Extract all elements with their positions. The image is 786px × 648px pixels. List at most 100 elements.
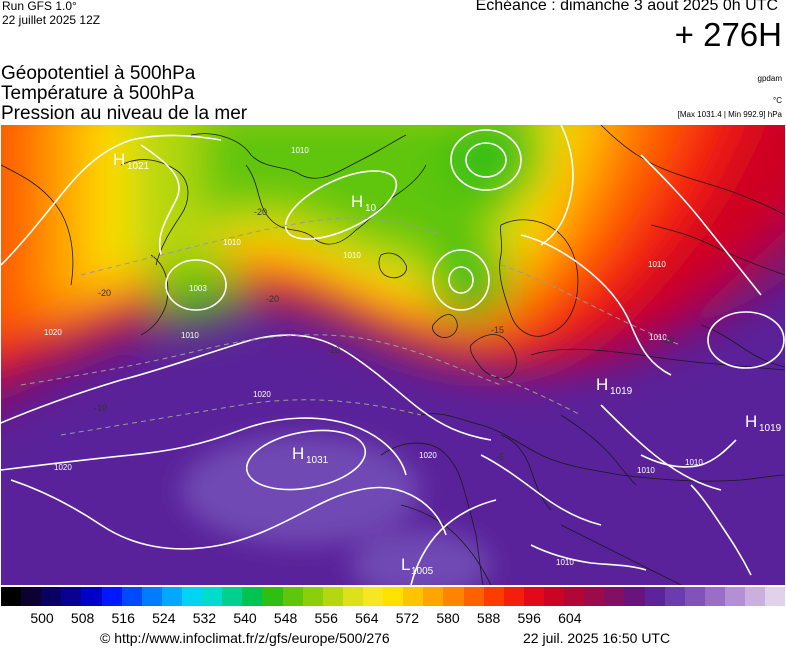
scale-swatch — [604, 587, 625, 606]
scale-swatch — [302, 587, 323, 606]
svg-text:1019: 1019 — [610, 386, 633, 397]
scale-swatch — [282, 587, 303, 606]
scale-swatch — [403, 587, 424, 606]
isobar-label: 1010 — [343, 251, 361, 260]
isobar-label: 1010 — [556, 558, 574, 567]
scale-tick-label: 508 — [70, 610, 95, 626]
low-center: L 1005 — [401, 555, 434, 577]
scale-swatch — [21, 587, 42, 606]
isotherm-label: -10 — [94, 403, 107, 413]
svg-text:10: 10 — [365, 203, 377, 214]
pressure-centers: H 1021 H 1031 H 1019 H 1019 H 10 L 1005 — [113, 150, 782, 577]
isotherm-label: -15 — [491, 325, 504, 335]
isobar-label: 1010 — [181, 331, 199, 340]
isobars — [1, 125, 785, 585]
scale-swatch — [322, 587, 343, 606]
svg-text:H: H — [596, 375, 608, 394]
scale-swatch — [684, 587, 705, 606]
svg-text:H: H — [351, 192, 363, 211]
svg-text:H: H — [292, 444, 304, 463]
param-geopotential: Géopotentiel à 500hPa — [1, 63, 196, 84]
scale-swatch — [81, 587, 102, 606]
scale-tick-label: 588 — [476, 610, 501, 626]
isotherm-label: -10 — [661, 335, 674, 345]
scale-swatch — [101, 587, 122, 606]
param-temperature: Température à 500hPa — [1, 83, 195, 104]
run-label: Run GFS 1.0° — [2, 0, 77, 13]
svg-text:1031: 1031 — [306, 455, 329, 466]
isobar-label: 1010 — [291, 146, 309, 155]
isobar-label: 1020 — [44, 328, 62, 337]
scale-ticks: 500 508 516 524 532 540 548 556 564 572 580 588 596 6… — [0, 610, 786, 628]
isobar-label: 1010 — [649, 333, 667, 342]
unit-geopotential: gpdam — [757, 74, 782, 83]
scale-tick-label: 596 — [517, 610, 541, 626]
isobar-label: 1020 — [54, 463, 72, 472]
geopotential-field — [1, 125, 785, 405]
isobar-label: 1003 — [189, 284, 207, 293]
svg-text:H: H — [113, 150, 125, 169]
scale-swatch — [121, 587, 142, 606]
scale-swatch — [483, 587, 504, 606]
svg-text:H: H — [745, 412, 757, 431]
isotherm-label: -20 — [98, 288, 111, 298]
scale-swatch — [463, 587, 484, 606]
run-date: 22 juillet 2025 12Z — [2, 13, 101, 27]
scale-swatch — [41, 587, 62, 606]
isobar-label: 1010 — [223, 238, 241, 247]
high-center: H 1031 — [292, 444, 329, 466]
scale-tick-label: 604 — [558, 610, 582, 626]
scale-swatch — [161, 587, 182, 606]
isotherms — [20, 217, 682, 436]
scale-swatch — [724, 587, 746, 606]
param-pressure: Pression au niveau de la mer — [1, 103, 248, 124]
scale-tick-label: 532 — [192, 610, 217, 626]
scale-swatch — [523, 587, 544, 606]
scale-swatch — [362, 587, 384, 606]
unit-temperature: °C — [773, 96, 782, 105]
scale-swatch — [704, 587, 725, 606]
isobar-label: 1010 — [685, 458, 703, 467]
scale-swatch — [745, 587, 766, 606]
scale-tick-label: 580 — [436, 610, 460, 626]
weather-map: 1020 1020 1020 1020 1010 1010 1010 1010 … — [1, 125, 785, 585]
generation-time: 22 juil. 2025 16:50 UTC — [523, 630, 671, 646]
scale-swatch — [564, 587, 585, 606]
scale-swatch — [1, 587, 22, 606]
scale-tick-label: 556 — [314, 610, 338, 626]
svg-text:1021: 1021 — [127, 161, 150, 172]
scale-tick-label: 548 — [273, 610, 298, 626]
scale-swatch — [765, 587, 786, 606]
copyright-url: © http://www.infoclimat.fr/z/gfs/europe/… — [100, 630, 390, 646]
scale-swatch — [543, 587, 565, 606]
isobar-label: 1020 — [419, 451, 437, 460]
scale-tick-label: 564 — [355, 610, 379, 626]
svg-text:1019: 1019 — [759, 423, 782, 434]
scale-swatch — [624, 587, 645, 606]
isotherm-label: -5 — [496, 452, 504, 462]
map-labels: 1020 1020 1020 1020 1010 1010 1010 1010 … — [44, 146, 703, 567]
scale-tick-label: 540 — [233, 610, 257, 626]
scale-swatch — [181, 587, 203, 606]
isotherm-label: -20 — [266, 294, 279, 304]
isobar-label: 1010 — [637, 466, 655, 475]
color-scale — [1, 587, 786, 606]
scale-swatch — [503, 587, 524, 606]
high-center: H 1019 — [596, 375, 633, 397]
scale-swatch — [584, 587, 605, 606]
scale-swatch — [202, 587, 223, 606]
high-center: H 1021 — [113, 150, 150, 172]
scale-swatch — [443, 587, 464, 606]
scale-swatch — [423, 587, 444, 606]
scale-tick-label: 500 — [30, 610, 54, 626]
isotherm-label: -10 — [327, 345, 340, 355]
scale-swatch — [222, 587, 243, 606]
scale-swatch — [383, 587, 404, 606]
scale-swatch — [61, 587, 82, 606]
forecast-valid-time: Echéance : dimanche 3 aout 2025 0h UTC — [475, 0, 778, 14]
scale-swatch — [342, 587, 363, 606]
high-center: H 1019 — [745, 412, 782, 434]
scale-tick-label: 524 — [152, 610, 176, 626]
forecast-hour: + 276H — [674, 16, 782, 53]
svg-text:1005: 1005 — [411, 566, 434, 577]
